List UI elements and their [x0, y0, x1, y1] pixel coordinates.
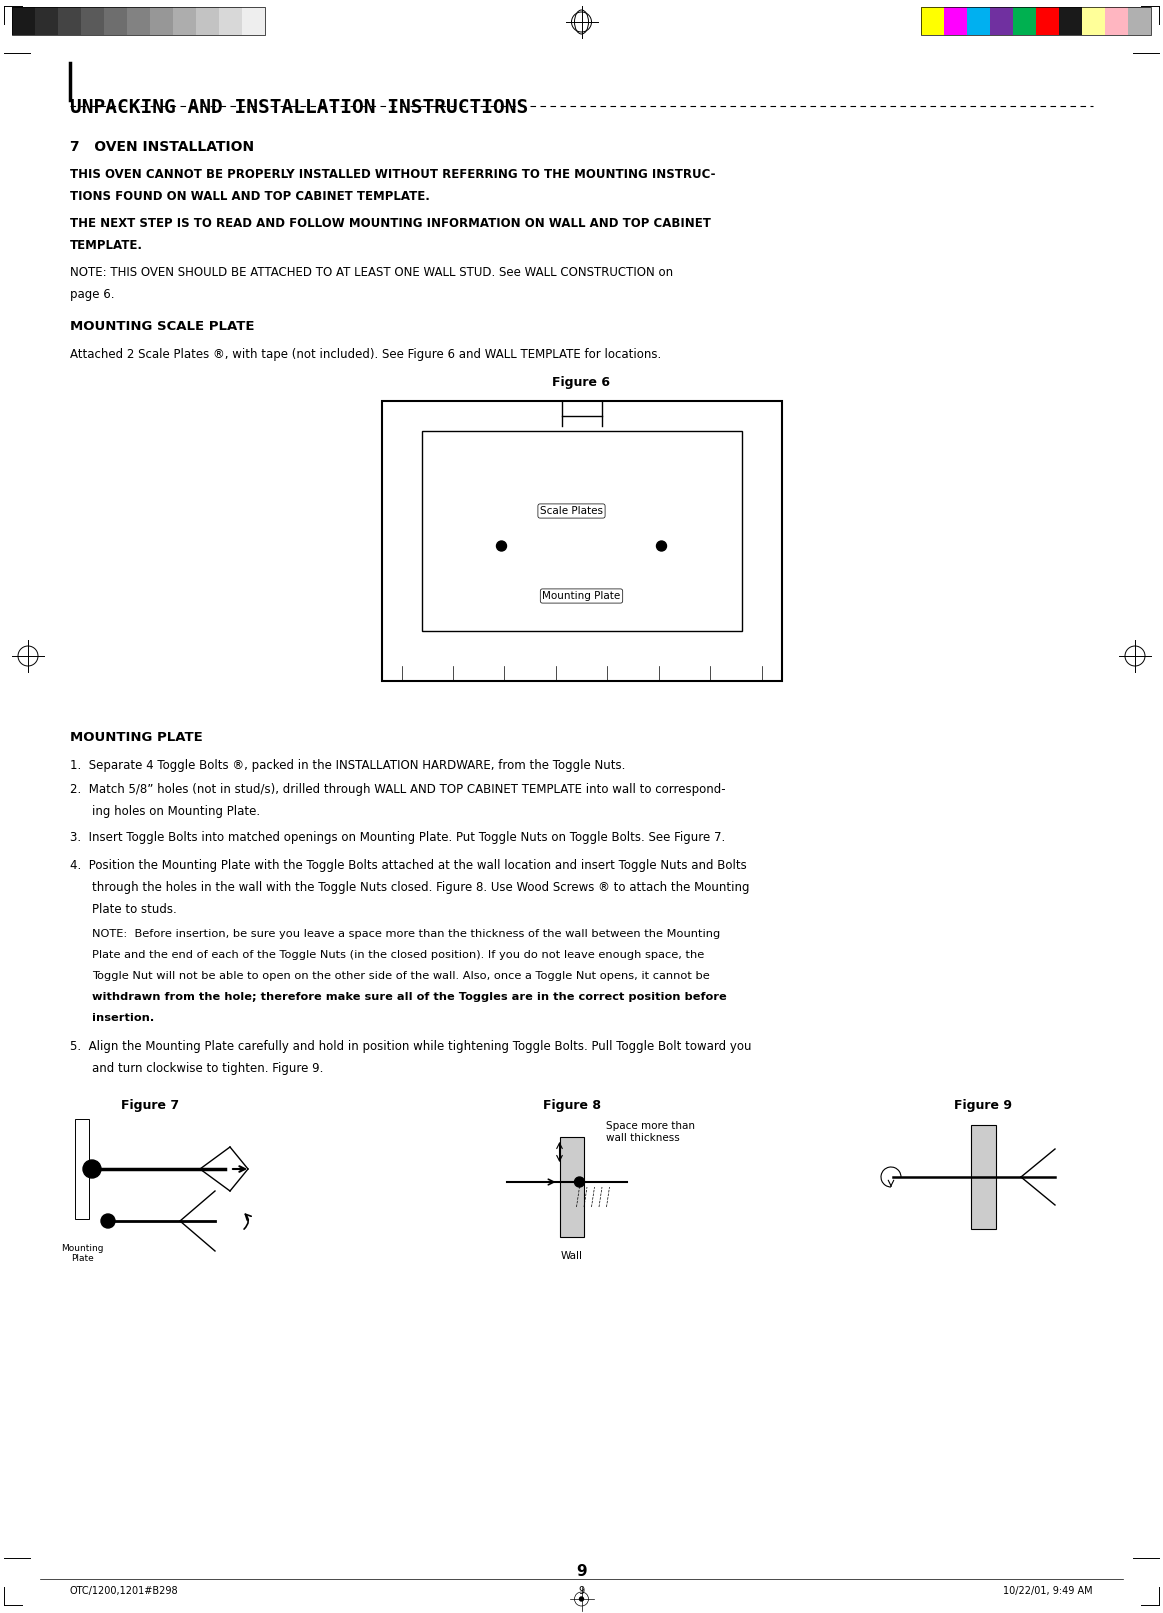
Text: 4.  Position the Mounting Plate with the Toggle Bolts attached at the wall locat: 4. Position the Mounting Plate with the … — [70, 860, 747, 873]
Bar — [127, 6, 150, 35]
Text: Figure 9: Figure 9 — [954, 1098, 1012, 1111]
Bar — [197, 6, 219, 35]
Bar — [12, 6, 35, 35]
Bar — [421, 431, 742, 631]
Bar — [173, 6, 197, 35]
Bar — [219, 6, 242, 35]
Bar — [35, 6, 58, 35]
Circle shape — [575, 1177, 585, 1187]
Bar — [242, 6, 265, 35]
Bar — [74, 1119, 90, 1219]
Text: ing holes on Mounting Plate.: ing holes on Mounting Plate. — [92, 805, 261, 818]
Text: 3.  Insert Toggle Bolts into matched openings on Mounting Plate. Put Toggle Nuts: 3. Insert Toggle Bolts into matched open… — [70, 831, 726, 844]
Text: Scale Plates: Scale Plates — [540, 506, 602, 516]
Text: Plate and the end of each of the Toggle Nuts (in the closed position). If you do: Plate and the end of each of the Toggle … — [92, 950, 705, 960]
Text: and turn clockwise to tighten. Figure 9.: and turn clockwise to tighten. Figure 9. — [92, 1061, 323, 1074]
Bar — [921, 6, 1151, 35]
Bar — [966, 6, 990, 35]
Text: Figure 7: Figure 7 — [121, 1098, 179, 1111]
Text: 9: 9 — [576, 1563, 587, 1579]
Text: Mounting Plate: Mounting Plate — [542, 590, 621, 602]
Text: NOTE:  Before insertion, be sure you leave a space more than the thickness of th: NOTE: Before insertion, be sure you leav… — [92, 929, 720, 939]
Bar — [1105, 6, 1128, 35]
Text: Figure 8: Figure 8 — [542, 1098, 600, 1111]
Circle shape — [579, 1597, 584, 1602]
Bar — [1082, 6, 1105, 35]
Text: MOUNTING PLATE: MOUNTING PLATE — [70, 731, 202, 744]
Bar — [1059, 6, 1082, 35]
Text: withdrawn from the hole; therefore make sure all of the Toggles are in the corre: withdrawn from the hole; therefore make … — [92, 992, 727, 1002]
Text: 10/22/01, 9:49 AM: 10/22/01, 9:49 AM — [1004, 1586, 1093, 1595]
Text: insertion.: insertion. — [92, 1013, 155, 1023]
Text: Mounting
Plate: Mounting Plate — [60, 1244, 104, 1263]
Bar — [990, 6, 1013, 35]
Text: MOUNTING SCALE PLATE: MOUNTING SCALE PLATE — [70, 319, 255, 332]
Text: 5.  Align the Mounting Plate carefully and hold in position while tightening Tog: 5. Align the Mounting Plate carefully an… — [70, 1040, 751, 1053]
Text: TEMPLATE.: TEMPLATE. — [70, 239, 143, 252]
Bar — [921, 6, 944, 35]
Text: page 6.: page 6. — [70, 289, 114, 302]
Text: 1.  Separate 4 Toggle Bolts ®, packed in the INSTALLATION HARDWARE, from the Tog: 1. Separate 4 Toggle Bolts ®, packed in … — [70, 760, 626, 773]
Text: 2.  Match 5/8” holes (not in stud/s), drilled through WALL AND TOP CABINET TEMPL: 2. Match 5/8” holes (not in stud/s), dri… — [70, 782, 726, 795]
Circle shape — [101, 1215, 115, 1227]
Bar — [971, 1124, 996, 1229]
Text: 7   OVEN INSTALLATION: 7 OVEN INSTALLATION — [70, 140, 255, 153]
Text: through the holes in the wall with the Toggle Nuts closed. Figure 8. Use Wood Sc: through the holes in the wall with the T… — [92, 881, 749, 894]
Text: OTC/1200,1201#B298: OTC/1200,1201#B298 — [70, 1586, 179, 1595]
Text: Wall: Wall — [561, 1252, 583, 1261]
Bar — [1013, 6, 1036, 35]
Text: Toggle Nut will not be able to open on the other side of the wall. Also, once a : Toggle Nut will not be able to open on t… — [92, 971, 709, 981]
Text: 9: 9 — [578, 1586, 585, 1595]
Circle shape — [656, 540, 666, 552]
Text: Plate to studs.: Plate to studs. — [92, 903, 177, 916]
Bar — [1036, 6, 1059, 35]
Bar — [81, 6, 104, 35]
Bar — [104, 6, 127, 35]
Text: Space more than
wall thickness: Space more than wall thickness — [606, 1121, 695, 1142]
Text: THE NEXT STEP IS TO READ AND FOLLOW MOUNTING INFORMATION ON WALL AND TOP CABINET: THE NEXT STEP IS TO READ AND FOLLOW MOUN… — [70, 218, 711, 231]
Bar — [944, 6, 966, 35]
Text: Attached 2 Scale Plates ®, with tape (not included). See Figure 6 and WALL TEMPL: Attached 2 Scale Plates ®, with tape (no… — [70, 348, 662, 361]
Bar — [12, 6, 265, 35]
Bar — [559, 1137, 584, 1237]
Bar — [381, 402, 782, 681]
Bar — [150, 6, 173, 35]
Text: UNPACKING AND INSTALLATION INSTRUCTIONS: UNPACKING AND INSTALLATION INSTRUCTIONS — [70, 98, 528, 118]
Text: Figure 6: Figure 6 — [552, 376, 611, 389]
Bar — [58, 6, 81, 35]
Text: TIONS FOUND ON WALL AND TOP CABINET TEMPLATE.: TIONS FOUND ON WALL AND TOP CABINET TEMP… — [70, 190, 430, 203]
Circle shape — [497, 540, 507, 552]
Bar — [1128, 6, 1151, 35]
Circle shape — [83, 1160, 101, 1177]
Text: THIS OVEN CANNOT BE PROPERLY INSTALLED WITHOUT REFERRING TO THE MOUNTING INSTRUC: THIS OVEN CANNOT BE PROPERLY INSTALLED W… — [70, 168, 715, 181]
Text: NOTE: THIS OVEN SHOULD BE ATTACHED TO AT LEAST ONE WALL STUD. See WALL CONSTRUCT: NOTE: THIS OVEN SHOULD BE ATTACHED TO AT… — [70, 266, 673, 279]
